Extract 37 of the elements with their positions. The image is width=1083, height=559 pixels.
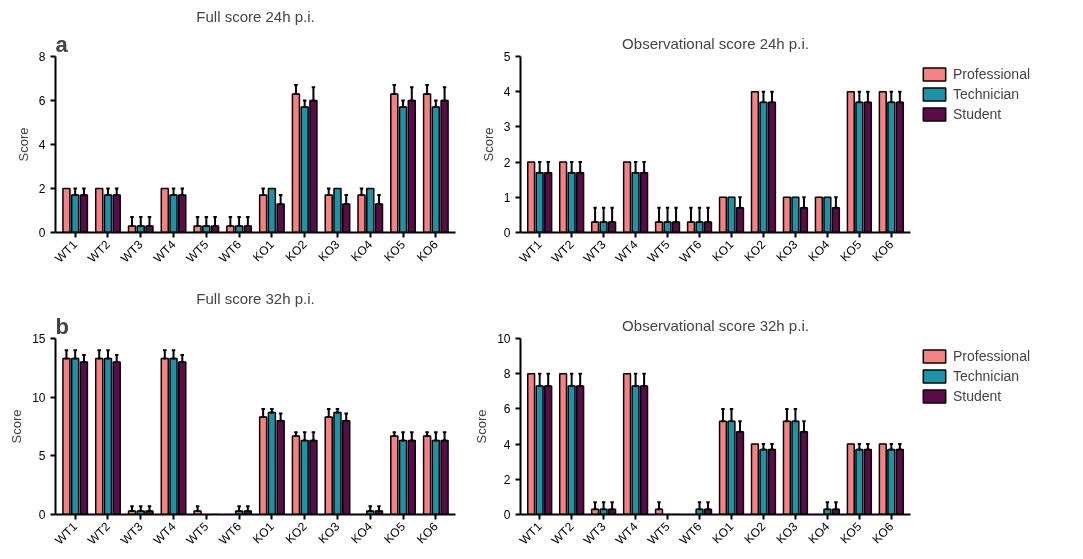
y-axis-title: Score [480,127,496,162]
y-tick-label: 2 [503,155,511,170]
y-tick-label: 15 [32,332,46,346]
y-tick-label: 1 [503,190,511,205]
y-tick-label: 5 [38,449,46,464]
legend-label: Technician [953,368,1020,384]
y-tick-label: 0 [503,226,511,240]
y-axis-title: Score [9,409,25,444]
y-tick-label: 2 [38,182,46,196]
y-tick-label: 8 [503,367,511,382]
y-tick-label: 5 [503,50,511,64]
y-tick-label: 0 [503,508,511,522]
y-tick-label: 4 [503,85,511,100]
legend-label: Student [953,388,1002,404]
y-tick-label: 10 [32,390,46,405]
y-axis-title: Score [474,409,490,444]
y-tick-label: 2 [503,472,511,487]
y-tick-label: 0 [38,226,46,240]
annotation: a [55,31,69,57]
y-tick-label: 4 [503,437,511,452]
y-tick-label: 0 [38,508,46,522]
legend-label: Professional [953,66,1031,82]
chart-title: Full score 24h p.i. [196,7,315,25]
y-tick-label: 3 [503,120,511,135]
y-tick-label: 6 [38,94,46,108]
text: b [55,313,69,339]
y-tick-label: 10 [497,332,511,346]
y-axis-title: Score [15,127,31,162]
y-tick-label: 8 [38,50,46,64]
chart-title: Full score 32h p.i. [196,289,315,307]
legend-label: Technician [953,86,1020,102]
legend-label: Professional [953,348,1031,364]
y-tick-label: 6 [503,402,511,417]
y-tick-label: 4 [38,138,46,152]
legend-label: Student [953,106,1002,122]
chart-title: Observational score 24h p.i. [622,34,809,52]
chart-title: Observational score 32h p.i. [622,316,809,334]
